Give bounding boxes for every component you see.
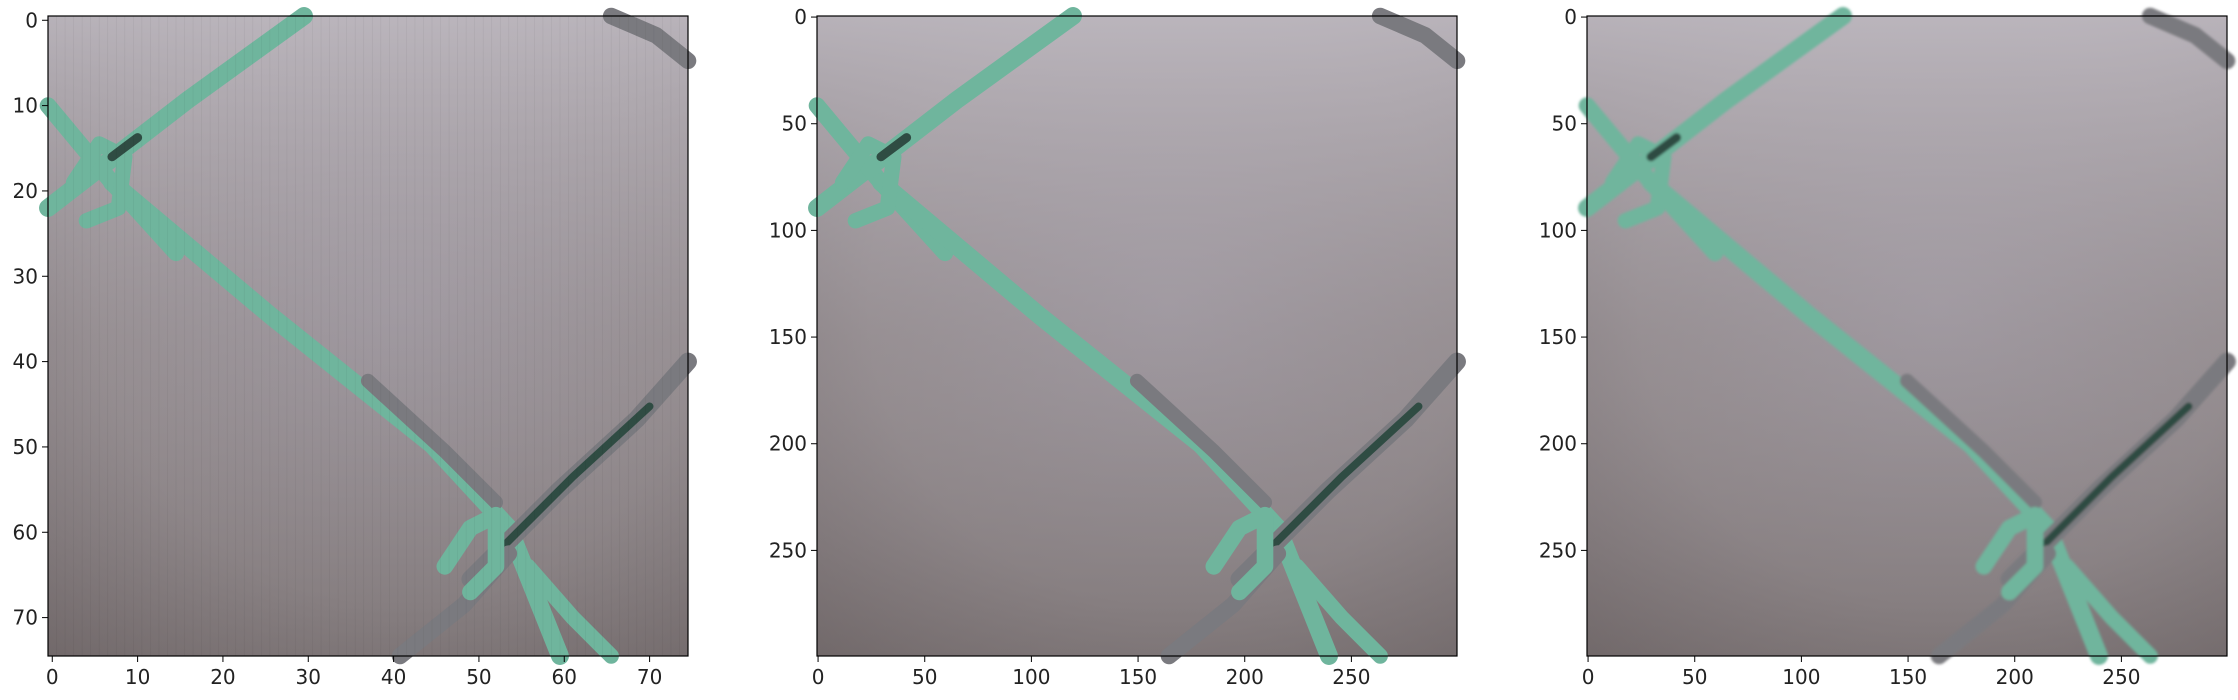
x-tick-label: 50 bbox=[466, 665, 491, 689]
panel-low-res: 0 10 20 30 40 50 60 70 0 10 20 30 40 50 60 70 bbox=[13, 7, 697, 689]
x-tick-label: 200 bbox=[1226, 665, 1264, 689]
wire-strand bbox=[602, 7, 697, 70]
x-tick-label: 70 bbox=[637, 665, 662, 689]
y-tick-label: 30 bbox=[13, 264, 38, 288]
x-tick-label: 100 bbox=[1782, 665, 1820, 689]
axes-frame bbox=[816, 15, 1458, 657]
wire-strand bbox=[1646, 133, 1682, 162]
panel-upscaled: 0 50 100 150 200 250 0 50 100 150 200 250 bbox=[1539, 5, 2236, 689]
fence-image-upscaled bbox=[1578, 7, 2236, 665]
wire-strand bbox=[1261, 402, 1423, 558]
x-tick-label: 0 bbox=[812, 665, 825, 689]
axes-frame bbox=[47, 15, 689, 657]
y-tick-label: 150 bbox=[769, 325, 807, 349]
y-tick-label: 250 bbox=[1539, 538, 1577, 562]
x-tick-label: 0 bbox=[46, 665, 59, 689]
y-tick-label: 50 bbox=[1552, 112, 1577, 136]
wire-strand bbox=[520, 558, 619, 664]
y-tick-label: 200 bbox=[1539, 432, 1577, 456]
wire-strand bbox=[1604, 136, 1672, 229]
y-tick-label: 60 bbox=[13, 520, 38, 544]
x-tick-label: 250 bbox=[2102, 665, 2140, 689]
wire-strand bbox=[1371, 7, 1466, 70]
y-tick-label: 70 bbox=[13, 606, 38, 630]
x-tick-label: 50 bbox=[912, 665, 937, 689]
wire-strand bbox=[436, 506, 505, 601]
x-tick-label: 200 bbox=[1996, 665, 2034, 689]
panel-original: 0 50 100 150 200 250 0 50 100 150 200 250 bbox=[769, 5, 1466, 689]
y-tick-label: 100 bbox=[1539, 218, 1577, 242]
y-tick-label: 0 bbox=[1564, 5, 1577, 29]
y-tick-label: 20 bbox=[13, 179, 38, 203]
fence-image-original bbox=[808, 7, 1466, 665]
y-tick-label: 0 bbox=[794, 5, 807, 29]
x-tick-label: 60 bbox=[552, 665, 577, 689]
y-tick-label: 0 bbox=[25, 8, 38, 32]
wire-strand bbox=[2031, 402, 2193, 558]
wire-strand bbox=[360, 373, 504, 510]
wire-strand bbox=[1205, 506, 1274, 601]
axes-frame bbox=[1586, 15, 2228, 657]
y-tick-label: 40 bbox=[13, 350, 38, 374]
x-tick-label: 100 bbox=[1012, 665, 1050, 689]
wire-strand bbox=[2141, 7, 2236, 70]
wire-strand bbox=[492, 402, 654, 558]
x-tick-label: 0 bbox=[1582, 665, 1595, 689]
x-tick-label: 20 bbox=[210, 665, 235, 689]
y-tick-label: 250 bbox=[769, 538, 807, 562]
x-tick-label: 30 bbox=[296, 665, 321, 689]
pixel-grid bbox=[47, 16, 689, 656]
x-tick-label: 150 bbox=[1889, 665, 1927, 689]
wire-strand bbox=[1975, 506, 2044, 601]
wire-strand bbox=[1289, 558, 1388, 664]
x-tick-label: 250 bbox=[1332, 665, 1370, 689]
x-tick-label: 150 bbox=[1119, 665, 1157, 689]
wire-strand bbox=[65, 136, 133, 229]
y-tick-label: 100 bbox=[769, 218, 807, 242]
wire-strand bbox=[1899, 373, 2043, 510]
wire-strand bbox=[2059, 558, 2158, 664]
x-tick-label: 40 bbox=[381, 665, 406, 689]
wire-strand bbox=[834, 136, 902, 229]
y-tick-label: 50 bbox=[13, 435, 38, 459]
y-tick-label: 10 bbox=[13, 94, 38, 118]
x-tick-label: 50 bbox=[1682, 665, 1707, 689]
wire-strand bbox=[107, 133, 143, 162]
y-tick-label: 50 bbox=[782, 112, 807, 136]
wire-strand bbox=[1129, 373, 1273, 510]
wire-strand bbox=[876, 133, 912, 162]
y-tick-label: 200 bbox=[769, 432, 807, 456]
y-tick-label: 150 bbox=[1539, 325, 1577, 349]
x-tick-label: 10 bbox=[125, 665, 150, 689]
fence-image-low-res bbox=[39, 7, 697, 665]
